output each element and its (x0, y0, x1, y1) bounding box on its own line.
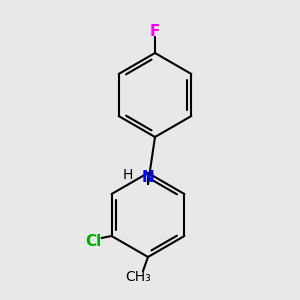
Text: Cl: Cl (85, 233, 102, 248)
Text: CH₃: CH₃ (125, 270, 151, 284)
Text: N: N (142, 170, 154, 185)
Text: H: H (123, 168, 133, 182)
Text: F: F (150, 23, 160, 38)
